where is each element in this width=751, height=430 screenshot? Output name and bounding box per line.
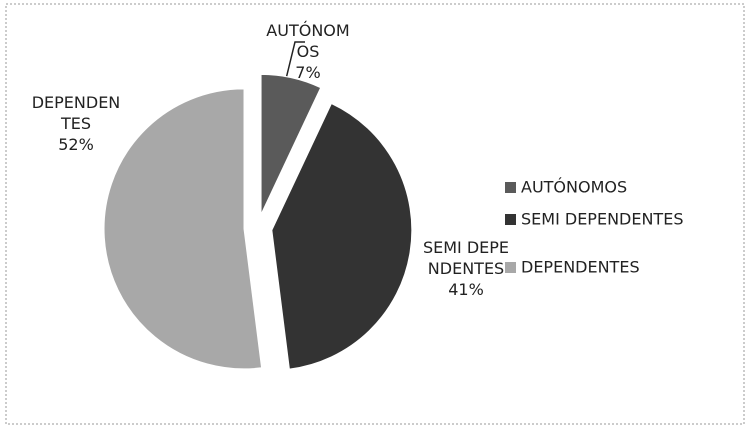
- legend-swatch: [505, 182, 516, 193]
- data-label: AUTÓNOMOS 7%: [262, 20, 354, 83]
- data-label-value: 41%: [448, 280, 484, 299]
- data-label-category: DEPENDENTES: [31, 93, 121, 133]
- leader-line: [284, 41, 305, 84]
- legend-label: SEMI DEPENDENTES: [521, 210, 683, 229]
- data-label-value: 52%: [58, 135, 94, 154]
- data-label: DEPENDENTES 52%: [30, 92, 122, 155]
- legend-label: AUTÓNOMOS: [521, 178, 627, 197]
- pie-slice: [260, 73, 322, 215]
- pie-slice: [103, 88, 263, 370]
- legend-swatch: [505, 262, 516, 273]
- legend-swatch: [505, 214, 516, 225]
- legend-label: DEPENDENTES: [521, 258, 640, 277]
- data-label: SEMI DEPENDENTES 41%: [420, 237, 512, 300]
- data-label-value: 7%: [295, 63, 321, 82]
- data-label-category: SEMI DEPENDENTES: [422, 238, 510, 278]
- data-label-category: AUTÓNOMOS: [266, 21, 350, 61]
- pie-slice: [271, 102, 413, 370]
